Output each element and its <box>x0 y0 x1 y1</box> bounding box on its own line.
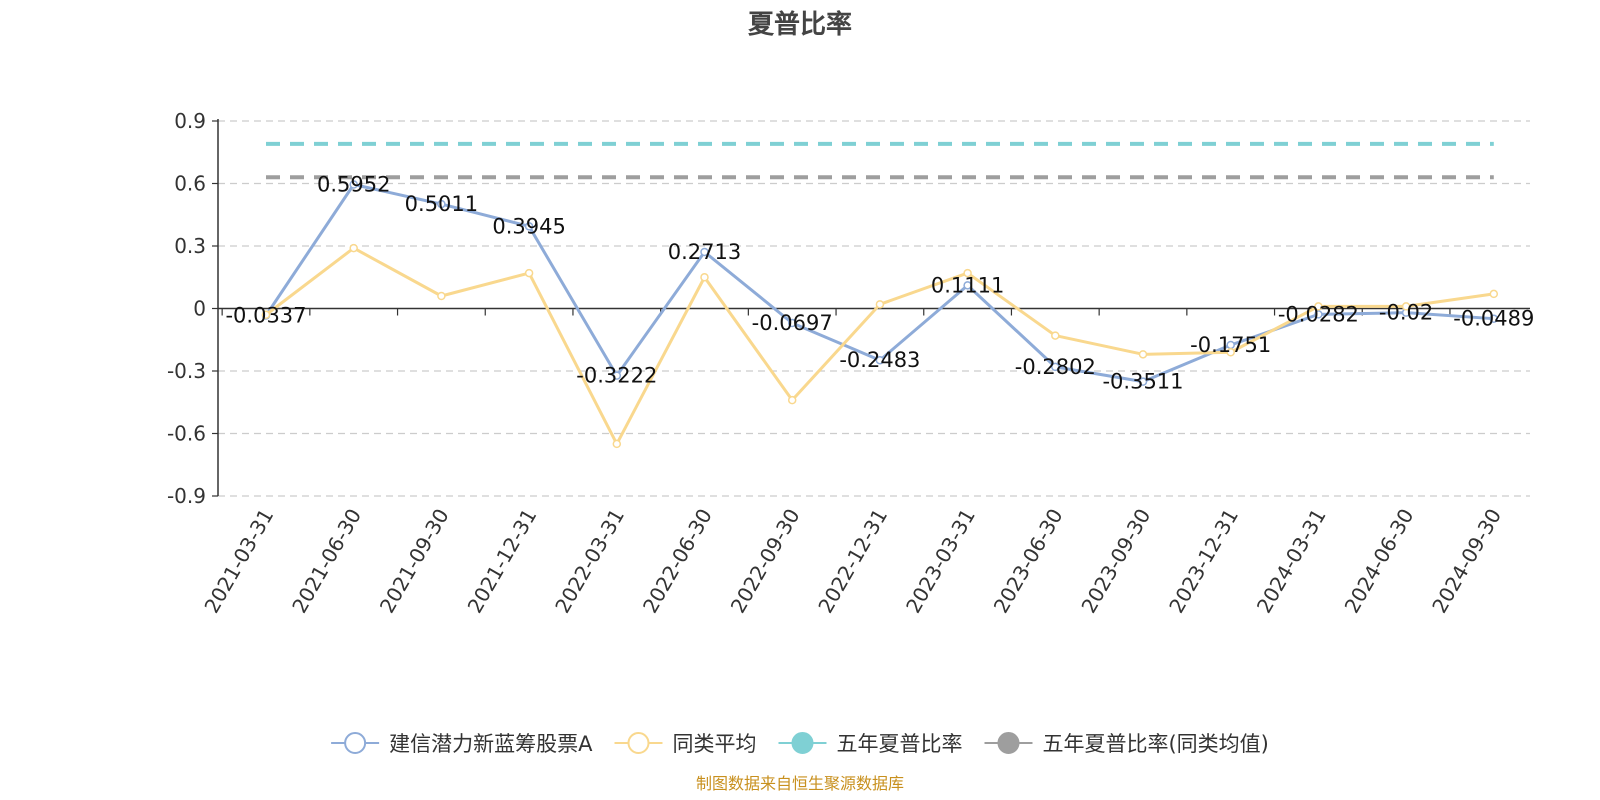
data-point <box>1314 302 1323 311</box>
y-tick-label: 0.3 <box>174 234 206 258</box>
data-label: -0.2483 <box>839 348 920 372</box>
legend-item: 同类平均 <box>614 732 756 756</box>
x-tick-label: 2021-09-30 <box>375 505 454 618</box>
x-tick-label: 2024-03-31 <box>1252 505 1331 618</box>
x-tick-label: 2021-06-30 <box>287 505 366 618</box>
data-point <box>963 281 972 290</box>
x-tick-label: 2022-06-30 <box>638 505 717 618</box>
data-label: -0.2802 <box>1015 355 1096 379</box>
data-point <box>349 180 358 189</box>
data-label: -0.0337 <box>225 304 306 328</box>
series-line-1 <box>265 246 1495 446</box>
data-point <box>1051 362 1060 372</box>
grid-lines <box>218 120 1530 497</box>
legend: 建信潜力新蓝筹股票A 同类平均 五年夏普比率 五年夏普比率(同类均值) <box>331 732 1269 756</box>
data-label: -0.0489 <box>1453 307 1534 331</box>
data-point <box>1401 302 1411 311</box>
y-tick-label: 0 <box>193 297 206 321</box>
data-point <box>612 439 622 449</box>
legend-label: 同类平均 <box>672 732 756 756</box>
data-point <box>700 273 709 282</box>
y-tick-label: -0.9 <box>167 484 206 508</box>
data-label: 0.1111 <box>931 273 1004 297</box>
y-tick-label: 0.9 <box>174 109 206 133</box>
legend-label: 建信潜力新蓝筹股票A <box>389 732 593 756</box>
data-point <box>524 222 534 231</box>
series-lines <box>261 141 1499 449</box>
data-label: -0.0697 <box>752 311 833 335</box>
data-point <box>1489 289 1499 299</box>
data-point <box>963 268 972 278</box>
data-point <box>875 300 885 309</box>
data-point <box>1138 350 1148 359</box>
x-tick-label: 2023-12-31 <box>1164 505 1243 618</box>
data-label: -0.02 <box>1379 301 1433 325</box>
data-point <box>349 243 358 253</box>
legend-marker <box>344 732 367 754</box>
y-tick-label: -0.3 <box>167 359 206 383</box>
data-point <box>437 291 446 301</box>
x-tick-label: 2023-03-31 <box>901 505 980 618</box>
legend-marker <box>997 732 1020 754</box>
data-label: -0.1751 <box>1190 333 1271 357</box>
data-point <box>261 310 271 319</box>
data-point <box>1226 348 1235 357</box>
legend-item: 五年夏普比率(同类均值) <box>984 732 1269 756</box>
y-tick-label: 0.6 <box>174 172 206 196</box>
data-point <box>1051 331 1060 340</box>
data-point <box>1314 310 1323 319</box>
x-tick-label: 2022-09-30 <box>726 505 805 618</box>
data-source-note: 制图数据来自恒生聚源数据库 <box>696 774 904 793</box>
x-tick-label: 2024-06-30 <box>1340 505 1419 618</box>
y-tick-label: -0.6 <box>167 422 206 446</box>
data-point <box>524 268 534 278</box>
x-tick-label: 2021-12-31 <box>463 505 542 618</box>
data-label: 0.2713 <box>668 240 741 264</box>
data-label: -0.3222 <box>576 364 657 388</box>
data-label: 0.5952 <box>317 173 390 197</box>
x-tick-label: 2023-06-30 <box>989 505 1068 618</box>
legend-marker <box>791 732 814 754</box>
data-point <box>1489 314 1499 323</box>
x-tick-label: 2022-03-31 <box>550 505 629 618</box>
data-point <box>1138 377 1148 386</box>
data-point <box>875 355 885 365</box>
chart-title: 夏普比率 <box>748 9 852 40</box>
legend-label: 五年夏普比率(同类均值) <box>1042 732 1268 756</box>
legend-item: 建信潜力新蓝筹股票A <box>331 732 593 756</box>
data-label: -0.3511 <box>1102 370 1183 394</box>
legend-item: 五年夏普比率 <box>778 732 962 756</box>
data-point <box>787 395 797 405</box>
data-point <box>437 199 446 209</box>
data-point <box>787 318 797 328</box>
x-tick-label: 2022-12-31 <box>813 505 892 618</box>
x-tick-label: 2021-03-31 <box>199 505 278 618</box>
data-label: -0.0282 <box>1278 302 1359 326</box>
data-point <box>700 247 709 257</box>
x-tick-label: 2023-09-30 <box>1076 505 1155 618</box>
data-label: 0.5011 <box>405 192 478 216</box>
data-label: 0.3945 <box>492 214 565 238</box>
x-tick-label: 2024-09-30 <box>1427 505 1506 618</box>
legend-label: 五年夏普比率 <box>836 732 962 756</box>
legend-marker <box>627 732 650 754</box>
data-labels: -0.0337 0.5952 0.5011 0.3945 -0.3222 0.2713 -0… <box>225 173 1534 394</box>
data-point <box>612 371 622 380</box>
